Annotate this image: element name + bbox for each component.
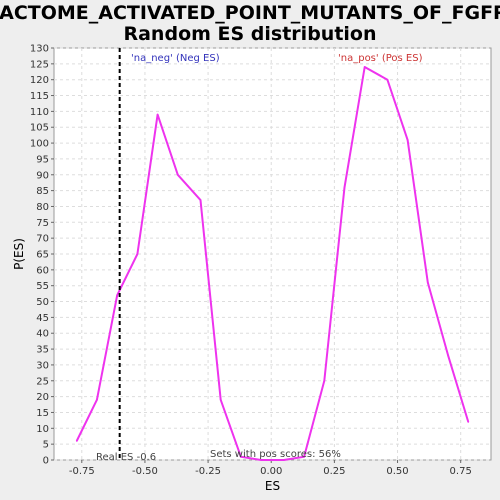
y-tick-label: 15 xyxy=(36,408,49,419)
y-tick-label: 85 xyxy=(36,186,49,197)
y-tick-label: 95 xyxy=(36,154,49,165)
data-point xyxy=(240,456,242,458)
y-tick-label: 0 xyxy=(43,456,49,467)
x-tick-label: -0.50 xyxy=(132,466,158,477)
x-tick-label: 0.00 xyxy=(260,466,282,477)
data-point xyxy=(199,199,202,201)
y-tick-label: 105 xyxy=(30,123,49,134)
neg-es-label: 'na_neg' (Neg ES) xyxy=(131,53,220,64)
y-tick-label: 50 xyxy=(36,297,49,308)
data-point xyxy=(219,398,222,401)
x-tick-label: 0.50 xyxy=(386,466,408,477)
y-tick-label: 10 xyxy=(36,424,49,435)
y-tick-label: 125 xyxy=(30,59,49,70)
y-tick-label: 55 xyxy=(36,281,49,292)
data-point xyxy=(96,398,98,401)
data-point xyxy=(260,459,262,461)
y-axis-label: P(ES) xyxy=(12,238,26,270)
y-tick-label: 100 xyxy=(30,139,49,150)
y-tick-label: 45 xyxy=(36,313,49,324)
x-tick-label: 0.75 xyxy=(450,466,472,477)
y-tick-label: 60 xyxy=(36,265,49,276)
data-point xyxy=(156,113,159,116)
chart-title-line-1: REACTOME_ACTIVATED_POINT_MUTANTS_OF_FGFR… xyxy=(0,2,500,24)
y-tick-label: 130 xyxy=(30,44,49,55)
x-tick-label: -0.75 xyxy=(69,466,95,477)
x-axis: -0.75 -0.50 -0.25 0.00 0.25 0.50 0.75 xyxy=(69,460,472,477)
data-point xyxy=(386,78,389,81)
data-point xyxy=(406,139,409,141)
y-tick-label: 65 xyxy=(36,250,49,261)
data-point xyxy=(116,294,118,297)
chart-title-line-2: Random ES distribution xyxy=(123,23,376,45)
x-tick-label: 0.25 xyxy=(323,466,345,477)
y-tick-label: 35 xyxy=(36,345,49,356)
y-tick-label: 20 xyxy=(36,392,49,403)
y-tick-label: 80 xyxy=(36,202,49,213)
data-point xyxy=(176,173,179,176)
x-axis-label: ES xyxy=(265,479,280,493)
y-tick-label: 70 xyxy=(36,234,49,245)
data-point xyxy=(343,186,346,189)
y-tick-label: 30 xyxy=(36,360,49,371)
pos-es-label: 'na_pos' (Pos ES) xyxy=(338,53,423,64)
y-tick-label: 25 xyxy=(36,376,49,387)
y-axis: 0 5 10 15 20 25 30 35 40 45 50 55 60 65 70 75 80 85 90 95 10… xyxy=(30,44,54,467)
y-tick-label: 120 xyxy=(30,75,49,86)
data-point xyxy=(323,379,326,382)
es-distribution-line xyxy=(75,66,470,461)
y-tick-label: 75 xyxy=(36,218,49,229)
data-point xyxy=(427,281,429,284)
data-point xyxy=(303,456,305,458)
data-point xyxy=(363,66,366,68)
data-point xyxy=(447,354,449,357)
y-tick-label: 115 xyxy=(30,91,49,102)
y-tick-label: 90 xyxy=(36,170,49,181)
data-point xyxy=(283,459,285,461)
data-point xyxy=(136,253,139,255)
y-tick-label: 110 xyxy=(30,107,49,118)
series-layer xyxy=(75,66,470,461)
pos-scores-label: Sets with pos scores: 56% xyxy=(210,449,341,460)
real-es-label: Real ES -0.6 xyxy=(96,452,156,463)
x-tick-label: -0.25 xyxy=(195,466,221,477)
grid xyxy=(54,47,491,461)
y-tick-label: 5 xyxy=(43,440,49,451)
data-point xyxy=(467,421,470,423)
data-point xyxy=(75,440,78,442)
y-tick-label: 40 xyxy=(36,329,49,340)
